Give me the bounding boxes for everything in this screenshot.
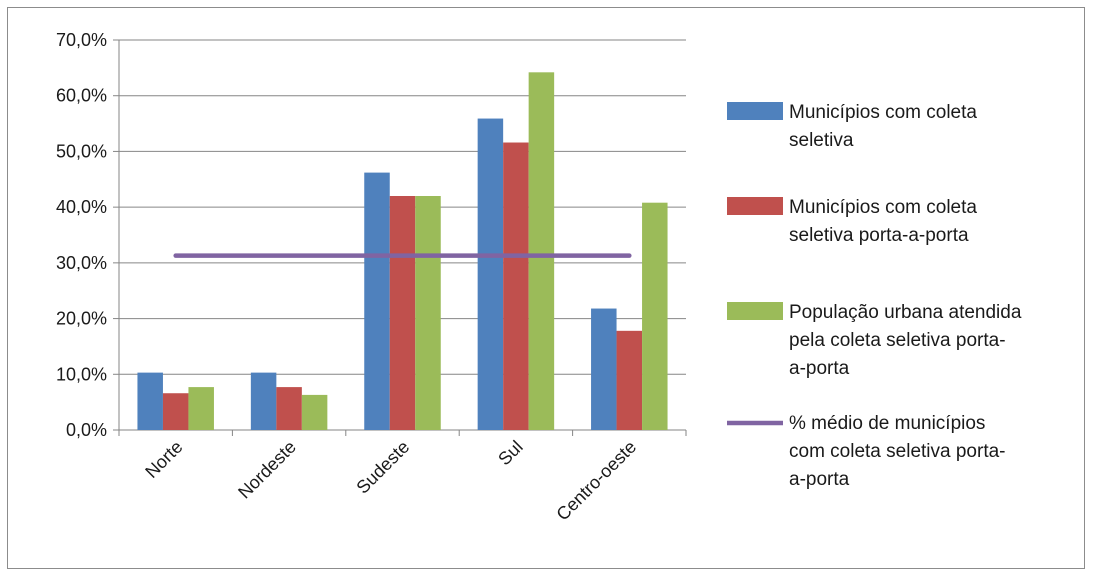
y-tick-label: 0,0% — [66, 420, 107, 440]
bar — [503, 142, 529, 430]
legend-swatch — [727, 102, 783, 120]
y-tick-label: 70,0% — [56, 30, 107, 50]
bar — [188, 387, 214, 430]
bar — [415, 196, 441, 430]
x-tick-label: Norte — [141, 437, 186, 482]
y-tick-label: 40,0% — [56, 197, 107, 217]
bar — [642, 202, 668, 430]
y-tick-label: 30,0% — [56, 253, 107, 273]
bar — [591, 308, 617, 430]
bar — [250, 372, 277, 430]
bar — [301, 394, 328, 430]
legend-label: Municípios com coleta — [789, 102, 977, 123]
y-tick-label: 60,0% — [56, 86, 107, 106]
bar — [616, 330, 643, 430]
bar — [477, 118, 504, 431]
legend-label: com coleta seletiva porta- — [789, 441, 1006, 462]
y-tick-label: 10,0% — [56, 364, 107, 384]
legend-label: a-porta — [789, 469, 850, 490]
legend-label: seletiva porta-a-porta — [789, 225, 969, 246]
y-tick-label: 50,0% — [56, 141, 107, 161]
legend-label: seletiva — [789, 130, 854, 151]
legend-swatch — [727, 197, 783, 215]
bar — [528, 72, 555, 431]
bar — [162, 393, 189, 430]
bar — [276, 387, 302, 430]
bar — [137, 372, 163, 430]
legend-label: População urbana atendida — [789, 302, 1022, 323]
bar — [364, 172, 390, 430]
x-tick-label: Sul — [494, 437, 527, 470]
legend-label: a-porta — [789, 358, 850, 379]
legend-label: % médio de municípios — [789, 413, 985, 434]
x-tick-label: Centro-oeste — [552, 437, 640, 525]
legend-label: pela coleta seletiva porta- — [789, 330, 1006, 351]
legend-label: Municípios com coleta — [789, 197, 977, 218]
legend-swatch — [727, 302, 783, 320]
x-tick-label: Nordeste — [234, 437, 300, 503]
bar — [389, 196, 416, 430]
y-tick-label: 20,0% — [56, 309, 107, 329]
x-tick-label: Sudeste — [352, 437, 413, 498]
